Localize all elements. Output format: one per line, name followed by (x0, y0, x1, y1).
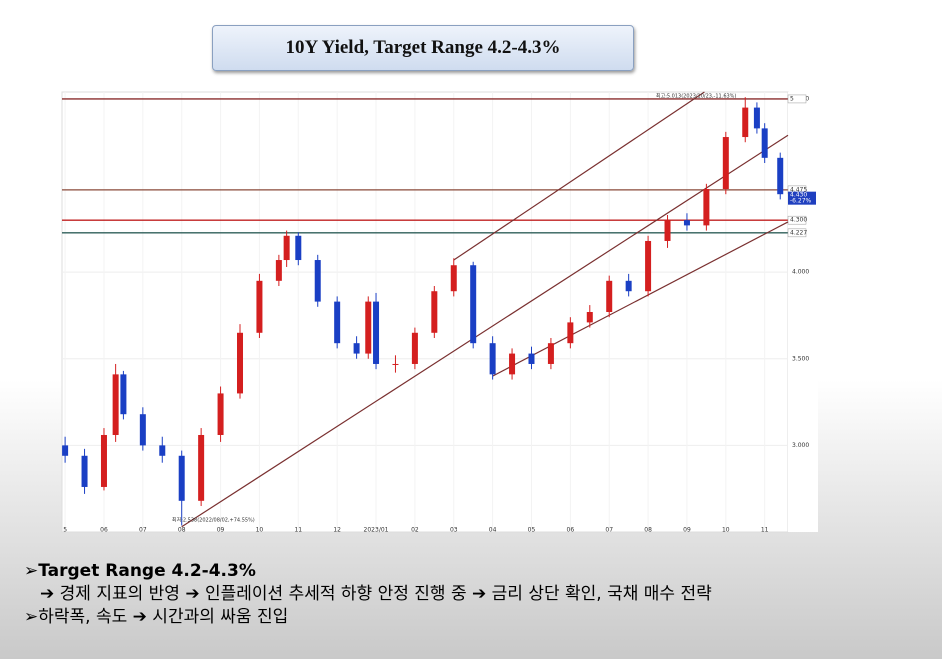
chart: 3.0003.5004.0005.0005060708091011122023/… (61, 91, 818, 534)
candle-body (586, 312, 593, 323)
x-tick-label: 09 (217, 527, 225, 534)
x-tick-label: 07 (605, 527, 613, 534)
bullet: ➢하락폭, 속도 ➔ 시간과의 싸움 진입 (24, 607, 289, 627)
candle-body (567, 322, 574, 344)
candle-body (777, 157, 784, 195)
current-price: 4.430 (790, 192, 807, 199)
candle-body (334, 301, 341, 344)
x-tick-label: 08 (644, 527, 652, 534)
x-tick-label: 05 (528, 527, 536, 534)
y-tick-label: 3.500 (792, 355, 809, 362)
candle-body (120, 374, 127, 415)
x-tick-label: 2023/01 (364, 527, 389, 534)
bullet: ➢Target Range 4.2-4.3% (24, 561, 256, 581)
x-tick-label: 10 (256, 527, 264, 534)
trend-line (181, 134, 789, 528)
candle-body (450, 265, 457, 292)
candle-body (237, 332, 244, 394)
candle-body (411, 332, 418, 364)
y-tick-label: 3.000 (792, 442, 809, 449)
candle-body (256, 280, 263, 333)
candle-body (139, 414, 146, 446)
level-tag (787, 228, 807, 238)
x-tick-label: 04 (489, 527, 497, 534)
current-change: -6.27% (790, 198, 812, 205)
level-label: 5 (790, 95, 794, 102)
trend-line (453, 91, 705, 261)
bullet-text: ➔ 경제 지표의 반영 ➔ 인플레이션 추세적 하향 안정 진행 중 ➔ 금리 … (40, 584, 712, 604)
candle-body (198, 434, 205, 501)
candle-body (645, 240, 652, 292)
candle-body (159, 445, 166, 456)
candle-body (392, 363, 399, 365)
candle-body (275, 260, 282, 281)
high-annotation: 최고:5.013(2023/10/23,-11.63%) (656, 93, 736, 100)
x-tick-label: 02 (411, 527, 419, 534)
level-tag (787, 94, 807, 104)
candle-body (703, 189, 710, 226)
candle-body (314, 260, 321, 302)
candle-body (217, 393, 224, 435)
x-tick-label: 11 (294, 527, 302, 534)
candle-body (753, 107, 760, 129)
candle-body (722, 137, 729, 190)
low-annotation: 최저:2.538(2022/08/02,+74.55%) (172, 517, 255, 524)
x-tick-label: 5 (63, 527, 67, 534)
candle-body (489, 343, 496, 375)
candle-body (81, 455, 88, 487)
candle-body (606, 280, 613, 312)
candle-body (62, 445, 69, 456)
bullet-list: ➢Target Range 4.2-4.3% ➔ 경제 지표의 반영 ➔ 인플레… (24, 560, 712, 629)
x-tick-label: 03 (450, 527, 458, 534)
candle-body (100, 434, 107, 487)
level-label: 4.227 (790, 229, 807, 236)
x-tick-label: 06 (567, 527, 575, 534)
slide-title: 10Y Yield, Target Range 4.2-4.3% (212, 25, 634, 71)
bullet-text: Target Range 4.2-4.3% (38, 561, 256, 581)
plot-area (61, 91, 789, 533)
candle-body (353, 343, 360, 354)
current-price-tag (788, 191, 816, 205)
candle-body (283, 235, 290, 261)
x-tick-label: 09 (683, 527, 691, 534)
candle-body (625, 280, 632, 292)
candle-body (683, 220, 690, 226)
x-tick-label: 11 (761, 527, 769, 534)
candle-body (547, 343, 554, 364)
level-tag (787, 215, 807, 225)
price-axis (788, 92, 818, 532)
bullet: ➔ 경제 지표의 반영 ➔ 인플레이션 추세적 하향 안정 진행 중 ➔ 금리 … (24, 583, 712, 606)
y-tick-label: 4.000 (792, 269, 809, 276)
candle-body (295, 235, 302, 261)
candle-body (373, 301, 380, 364)
candle-body (664, 220, 671, 241)
x-tick-label: 12 (333, 527, 341, 534)
level-label: 4.300 (790, 217, 807, 224)
candle-body (431, 291, 438, 333)
candle-body (528, 353, 535, 364)
candle-body (761, 128, 768, 158)
candle-body (112, 374, 119, 435)
x-tick-label: 06 (100, 527, 108, 534)
x-tick-label: 10 (722, 527, 730, 534)
candle-body (365, 301, 372, 354)
candle-body (178, 455, 185, 501)
candle-body (742, 107, 749, 138)
candle-body (509, 353, 516, 375)
x-tick-label: 07 (139, 527, 147, 534)
bullet-text: 하락폭, 속도 ➔ 시간과의 싸움 진입 (38, 607, 289, 627)
x-tick-label: 08 (178, 527, 186, 534)
level-label: 4.475 (790, 186, 807, 193)
trend-line (492, 221, 789, 377)
candle-body (470, 265, 477, 344)
